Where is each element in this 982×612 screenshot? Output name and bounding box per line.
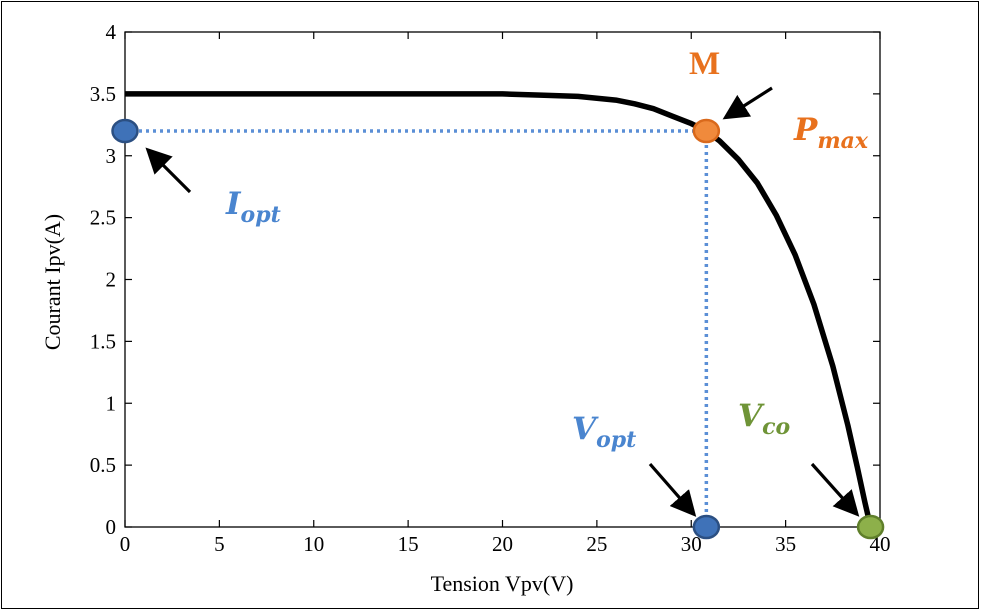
guide-lines (125, 129, 709, 527)
arrow-to-m (722, 86, 773, 120)
annotation-vopt-sub: opt (596, 427, 636, 453)
arrow-to-iopt (145, 147, 192, 194)
vco-marker (856, 514, 885, 540)
annotation-vco: Vco (738, 398, 790, 440)
x-axis-title: Tension Vpv(V) (431, 571, 574, 596)
annotation-vopt: Vopt (572, 411, 636, 453)
annotation-vco-sub: co (762, 414, 790, 440)
vopt-marker (692, 514, 721, 540)
y-tick-label: 3.5 (90, 82, 116, 106)
y-tick-label: 0.5 (90, 453, 116, 477)
x-tick-label: 25 (586, 532, 607, 556)
x-tick-label: 20 (492, 532, 513, 556)
y-tick-label: 4 (106, 20, 117, 44)
annotation-pmax: Pmax (793, 112, 869, 154)
x-tick-label: 10 (303, 532, 324, 556)
x-tick-label: 30 (681, 532, 702, 556)
marker-group (111, 118, 885, 540)
x-tick-label: 5 (214, 532, 225, 556)
y-tick-label: 1.5 (90, 329, 116, 353)
y-tick-label: 3 (106, 144, 117, 168)
annotation-iopt-sub: opt (241, 202, 281, 228)
x-tick-label: 0 (120, 532, 131, 556)
annotation-m: M (689, 46, 720, 82)
annotation-vco-main: V (738, 398, 765, 434)
annotation-pmax-sub: max (817, 128, 869, 154)
arrow-to-vco (810, 462, 860, 517)
y-axis-title: Courant Ipv(A) (40, 214, 65, 350)
iopt-marker (111, 118, 139, 144)
pmax-marker (692, 118, 721, 144)
arrow-to-vopt (648, 462, 697, 517)
y-tick-label: 2.5 (90, 206, 116, 230)
y-tick-label: 0 (106, 515, 117, 539)
annotation-iopt-main: I (225, 186, 242, 222)
annotation-iopt: Iopt (225, 186, 281, 228)
y-tick-label: 1 (106, 391, 117, 415)
annotation-pmax-main: P (793, 112, 819, 148)
x-tick-label: 15 (398, 532, 419, 556)
y-tick-label: 2 (106, 268, 117, 292)
plot-area (124, 31, 881, 528)
annotation-vopt-main: V (572, 411, 599, 447)
x-tick-label: 35 (775, 532, 796, 556)
